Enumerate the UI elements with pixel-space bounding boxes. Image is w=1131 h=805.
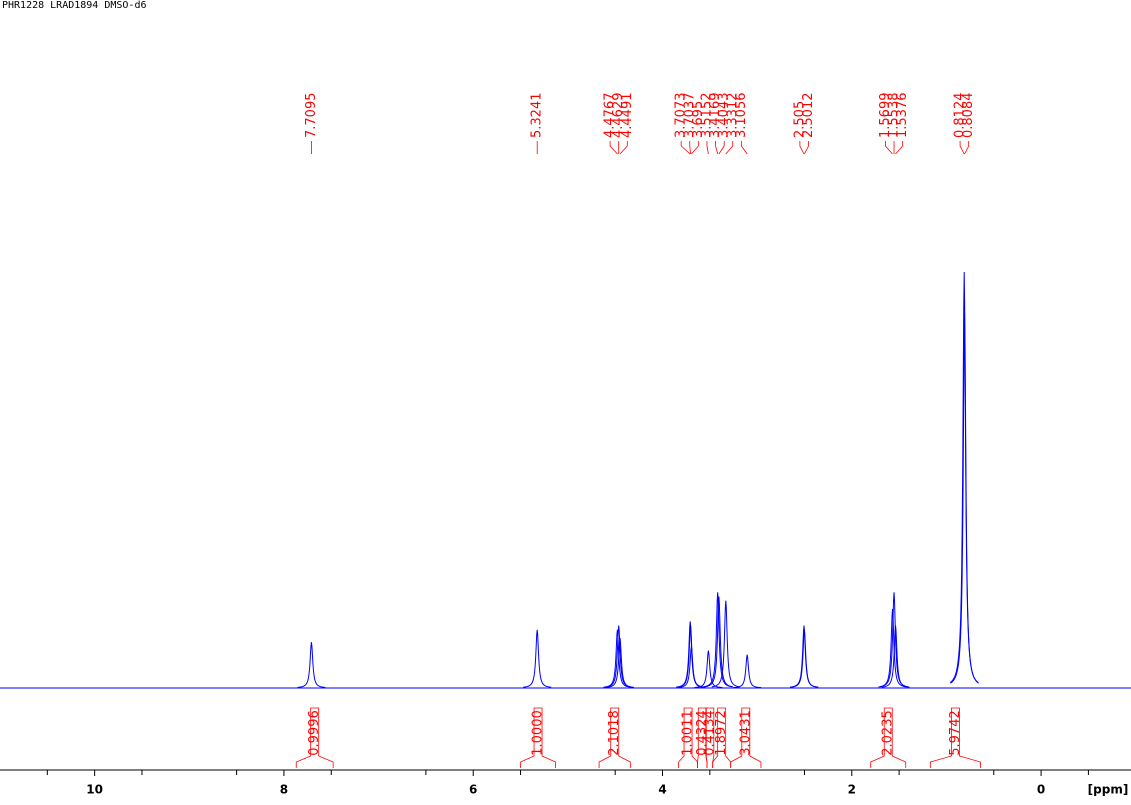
peak-label: 0.8124 [953,93,968,139]
integral-bracket [730,707,762,768]
peak-label: 3.5152 [699,93,714,139]
peak [711,600,740,688]
x-tick-label: 0 [1037,783,1045,797]
integral-bracket [712,707,732,768]
x-axis-label: [ppm] [1088,783,1129,797]
integral-bracket [929,707,981,768]
peak [694,650,723,689]
peak-connector [706,141,709,155]
peak-connector [715,141,719,155]
peak-label: 7.7095 [304,93,319,139]
peak-connector [885,141,893,155]
peak [790,629,819,688]
integral-bracket [295,707,334,768]
peak-label: 5.3241 [530,93,545,139]
peak-label: 1.5376 [895,93,910,139]
x-tick-label: 10 [86,783,103,797]
integral-label: 1.0000 [531,710,546,756]
integral-bracket [870,707,907,768]
integral-label: 3.0431 [738,710,753,756]
integral-label: 1.8972 [714,710,729,756]
peak-connector [609,141,618,155]
x-tick-label: 4 [658,783,666,797]
peak-connector [718,141,725,155]
peak-connector [964,141,970,155]
peak-label: 3.1056 [734,93,749,139]
peak-connector [959,141,965,155]
peak [704,596,733,688]
peak-label: 3.4169 [708,93,723,139]
peak [881,625,910,688]
peak-connector [680,141,691,155]
peak-connector [619,141,628,155]
integral-label: 1.0011 [681,710,696,756]
peak-label: 3.4043 [717,93,732,139]
peak-connector [689,141,691,155]
peak-connector [740,141,748,155]
peak-label: 1.5538 [887,93,902,139]
peak-connector [725,141,734,155]
peak [703,592,732,688]
peak [950,313,979,684]
peak [605,638,635,688]
peak-label: 2.5012 [801,93,816,139]
integral-label: 0.4134 [702,710,717,756]
peak-label: 3.7073 [674,93,689,139]
integral-bracket [678,707,698,768]
integral-label: 2.0235 [881,710,896,756]
peak-connector [804,141,809,155]
peak-label: 4.4491 [620,93,635,139]
peak-label: 3.695 [691,101,706,138]
integral-bracket [705,707,715,768]
integral-bracket [520,707,556,768]
integral-label: 2.1018 [607,710,622,756]
peak [733,654,762,689]
integral-bracket [598,707,631,768]
peak [297,642,326,688]
peak-connector [895,141,904,155]
chart-title: PHR1228 LRAD1894 DMSO-d6 [2,0,147,11]
peak-label: 1.5699 [878,93,893,139]
integral-label: 0.9996 [307,710,322,756]
peak-label: 3.7037 [682,93,697,139]
x-tick-label: 8 [280,783,288,797]
peak-label: 2.505 [792,101,807,138]
peak-label: 4.4767 [603,93,618,139]
peak-label: 3.3312 [725,93,740,139]
peak [523,629,552,688]
x-tick-label: 2 [848,783,856,797]
peak-connector [691,141,699,155]
peak-label: 0.8084 [961,93,976,139]
integral-label: 5.9742 [948,710,963,756]
peak-label: 4.4629 [611,93,626,139]
x-tick-label: 6 [469,783,477,797]
peak-connector [799,141,805,155]
